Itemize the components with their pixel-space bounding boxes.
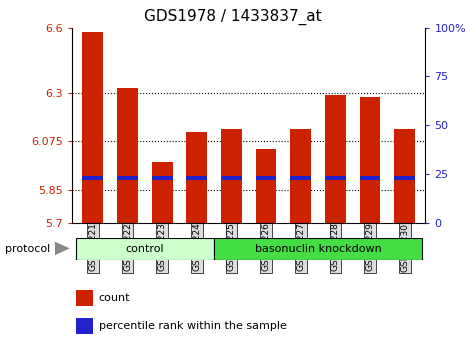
Text: percentile rank within the sample: percentile rank within the sample bbox=[99, 321, 286, 331]
Bar bbox=[256, 176, 277, 180]
Bar bbox=[76, 290, 93, 306]
Bar bbox=[394, 129, 415, 223]
Bar bbox=[290, 176, 311, 180]
Bar bbox=[325, 95, 346, 223]
Bar bbox=[359, 97, 380, 223]
Bar bbox=[214, 238, 422, 260]
Bar bbox=[186, 131, 207, 223]
Bar bbox=[325, 176, 346, 180]
Bar bbox=[221, 176, 242, 180]
Bar bbox=[290, 129, 311, 223]
Bar bbox=[117, 176, 138, 180]
Text: GDS1978 / 1433837_at: GDS1978 / 1433837_at bbox=[144, 9, 321, 25]
Bar bbox=[117, 88, 138, 223]
Bar bbox=[82, 32, 103, 223]
Bar bbox=[256, 149, 277, 223]
Bar bbox=[76, 318, 93, 334]
Bar bbox=[221, 129, 242, 223]
Bar bbox=[394, 176, 415, 180]
Text: protocol: protocol bbox=[5, 244, 50, 254]
Text: basonuclin knockdown: basonuclin knockdown bbox=[255, 244, 381, 254]
Bar bbox=[186, 176, 207, 180]
Polygon shape bbox=[55, 241, 70, 255]
Bar bbox=[152, 162, 173, 223]
Bar bbox=[82, 176, 103, 180]
Bar bbox=[152, 176, 173, 180]
Text: control: control bbox=[126, 244, 164, 254]
Bar bbox=[75, 238, 214, 260]
Bar bbox=[359, 176, 380, 180]
Text: count: count bbox=[99, 294, 130, 303]
